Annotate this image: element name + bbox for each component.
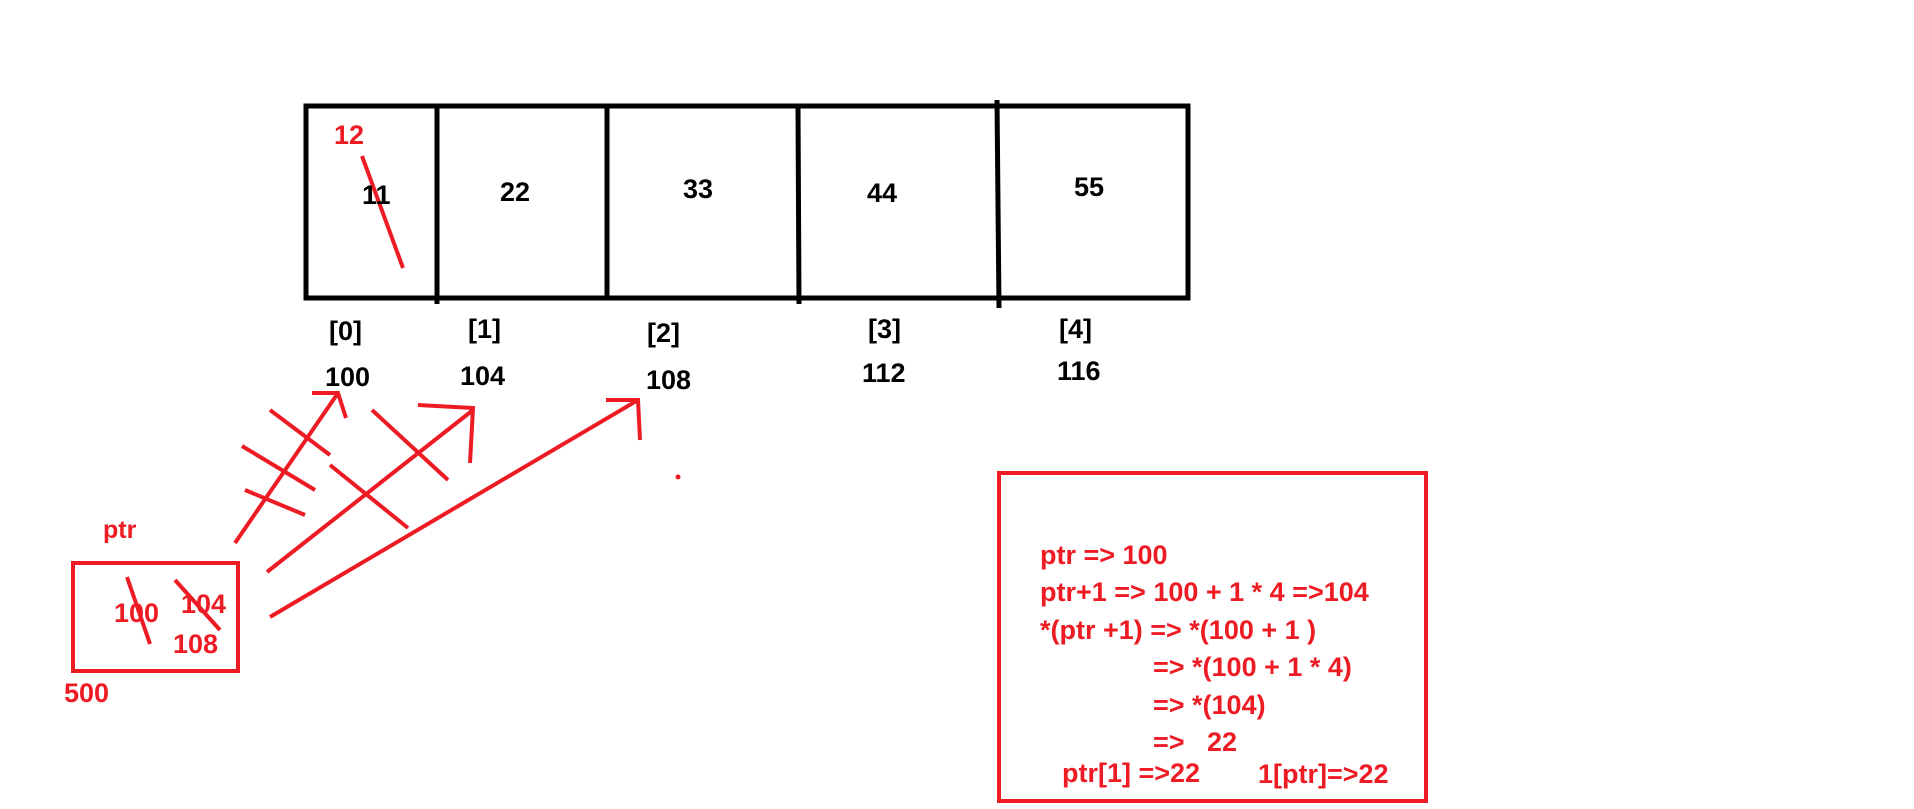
array-value: 55 (1074, 172, 1105, 202)
cell-divider (994, 99, 1002, 309)
cell-divider (795, 105, 802, 305)
array-index: [1] (468, 314, 501, 344)
arrow-to-108 (268, 398, 642, 619)
strike-ptr-100 (125, 576, 152, 645)
array-value: 11 (362, 180, 391, 210)
pointer-box (71, 561, 240, 673)
pointer-value: 108 (173, 629, 219, 659)
array-index: [0] (329, 316, 362, 346)
explanation-line: ptr => 100 (1040, 540, 1168, 570)
arrow-to-100 (233, 391, 348, 545)
strike-ptr-104 (173, 578, 222, 632)
array-index: [3] (868, 314, 901, 344)
array-address: 100 (325, 362, 371, 392)
explanation-line: ptr+1 => 100 + 1 * 4 =>104 (1040, 577, 1369, 607)
explanation-footer-left: ptr[1] =>22 (1062, 758, 1201, 788)
explanation-line: *(ptr +1) => *(100 + 1 ) (1040, 615, 1317, 645)
explanation-footer-right: 1[ptr]=>22 (1258, 759, 1389, 789)
pointer-value: 100 (114, 598, 160, 628)
array-box (303, 103, 1191, 301)
array-value: 22 (500, 177, 531, 207)
cancel-marks (240, 408, 450, 530)
array-index: [4] (1059, 314, 1092, 344)
array-address: 116 (1057, 356, 1101, 386)
explanation-line: => 22 (1153, 727, 1238, 757)
explanation-line: => *(100 + 1 * 4) (1153, 652, 1352, 682)
array-address: 108 (646, 365, 692, 395)
overwritten-value: 12 (334, 120, 365, 150)
array-value: 44 (867, 178, 898, 208)
pointer-name: ptr (103, 516, 137, 544)
arrow-to-104 (265, 403, 476, 574)
pointer-value: 104 (181, 589, 227, 619)
pointer-address: 500 (64, 678, 110, 708)
stray-dot (675, 474, 681, 480)
array-address: 112 (862, 358, 906, 388)
explanation-line: => *(104) (1153, 690, 1266, 720)
array-index: [2] (647, 318, 680, 348)
array-address: 104 (460, 361, 506, 391)
array-value: 33 (683, 174, 714, 204)
explanation-box (997, 471, 1428, 803)
strike-old-value (360, 155, 405, 269)
